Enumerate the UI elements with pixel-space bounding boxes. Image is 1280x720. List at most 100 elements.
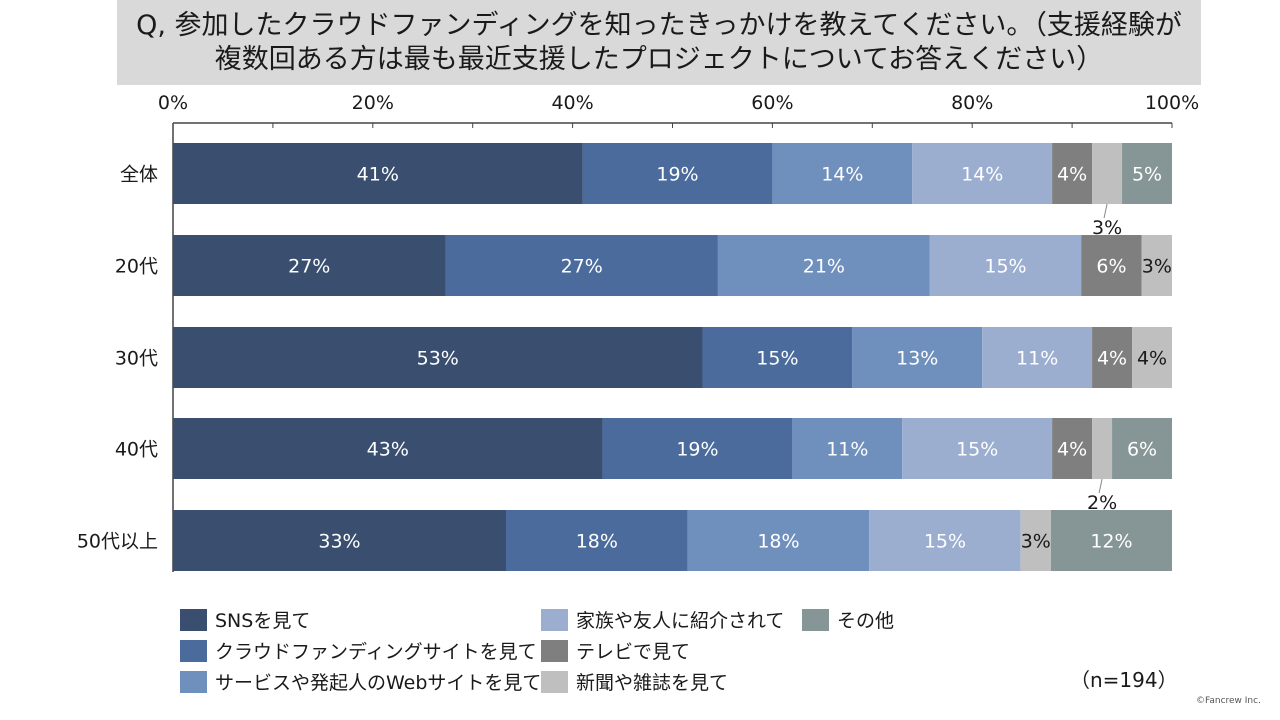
data-label: 3% [1092,217,1122,239]
data-label: 13% [896,348,938,370]
callout-line [1098,478,1103,494]
category-label: 全体 [120,164,158,186]
category-label: 30代 [115,348,158,370]
bar-segment [173,235,446,296]
legend-label: 家族や友人に紹介されて [576,610,785,632]
legend-swatch [180,670,207,693]
data-label: 14% [821,164,863,186]
data-label: 33% [318,531,360,553]
legend-item: 新聞や雑誌を見て [541,668,728,695]
legend-swatch [802,608,829,631]
data-label: 4% [1137,348,1167,370]
data-label: 15% [956,439,998,461]
legend-item: サービスや発起人のWebサイトを見て [180,668,541,695]
data-label: 14% [961,164,1003,186]
data-label: 4% [1097,348,1127,370]
title-box: Q, 参加したクラウドファンディングを知ったきっかけを教えてください。（支援経験… [117,0,1201,85]
data-label: 18% [757,531,799,553]
data-label: 27% [561,256,603,278]
legend-label: クラウドファンディングサイトを見て [215,641,537,663]
bar-segment [772,143,913,204]
data-label: 18% [576,531,618,553]
legend-item: 家族や友人に紹介されて [541,606,784,633]
bar-segment [792,418,903,479]
legend-swatch [180,608,207,631]
bar-segment [602,418,793,479]
data-label: 21% [803,256,845,278]
x-tick-label: 0% [158,92,188,114]
bar-segment [1052,143,1093,204]
category-label: 40代 [115,439,158,461]
data-label: 41% [357,164,399,186]
data-label: 4% [1057,439,1087,461]
legend-swatch [180,639,207,662]
data-label: 15% [924,531,966,553]
legend-label: テレビで見て [576,641,691,663]
bar-segment [445,235,718,296]
data-label: 11% [826,439,868,461]
title-line-1: Q, 参加したクラウドファンディングを知ったきっかけを教えてください。（支援経験… [136,9,1182,41]
bar-segment [1020,510,1051,571]
bar-segment [1092,327,1133,388]
data-label: 19% [676,439,718,461]
legend: SNSを見てクラウドファンディングサイトを見て サービスや発起人のWebサイトを見… [180,606,940,696]
bar-segment [1052,418,1093,479]
bar-segment [1081,235,1142,296]
legend-label: SNSを見て [215,610,311,632]
data-label: 27% [288,256,330,278]
sample-size-label: （n=194） [1070,668,1178,692]
data-label: 15% [984,256,1026,278]
data-label: 43% [367,439,409,461]
legend-label: その他 [837,610,895,632]
category-label: 50代以上 [77,531,158,553]
legend-item: クラウドファンディングサイトを見て [180,637,537,664]
bar-segment [702,327,853,388]
legend-label: サービスや発起人のWebサイトを見て [215,672,542,694]
bar-segment [717,235,930,296]
legend-label: 新聞や雑誌を見て [576,672,729,694]
legend-item: テレビで見て [541,637,690,664]
bar-segment [1122,143,1172,204]
bar-segment [687,510,870,571]
legend-swatch [541,670,568,693]
bar-segment [173,327,703,388]
data-label: 6% [1096,256,1126,278]
bar-segment [173,418,603,479]
data-label: 53% [417,348,459,370]
bar-segment [1092,418,1113,479]
bar-segment [982,327,1093,388]
bar-segment [1092,143,1123,204]
data-label: 19% [656,164,698,186]
bar-segment [852,327,983,388]
bar-segment [173,510,506,571]
x-tick-label: 60% [751,92,793,114]
legend-item: その他 [802,606,894,633]
data-label: 15% [756,348,798,370]
data-label: 3% [1021,531,1051,553]
bar-segment [1132,327,1172,388]
legend-swatch [541,608,568,631]
legend-item: SNSを見て [180,606,310,633]
bar-segment [582,143,773,204]
bar-segment [1112,418,1172,479]
data-label: 6% [1127,439,1157,461]
bar-segment [1141,235,1172,296]
data-label: 4% [1057,164,1087,186]
copyright: ©Fancrew Inc. [1196,696,1261,706]
bar-segment [506,510,688,571]
bar-segment [929,235,1082,296]
callout-line [1103,203,1108,219]
category-label: 20代 [115,256,158,278]
data-label: 11% [1016,348,1058,370]
x-tick-label: 40% [551,92,593,114]
bar-segment [1050,510,1172,571]
x-tick-label: 80% [951,92,993,114]
title-line-2: 複数回ある方は最も最近支援したプロジェクトについてお答えください） [214,43,1104,75]
data-label: 2% [1087,492,1117,514]
data-label: 5% [1132,164,1162,186]
data-label: 3% [1142,256,1172,278]
legend-swatch [541,639,568,662]
x-tick-label: 20% [352,92,394,114]
bar-segment [902,418,1053,479]
